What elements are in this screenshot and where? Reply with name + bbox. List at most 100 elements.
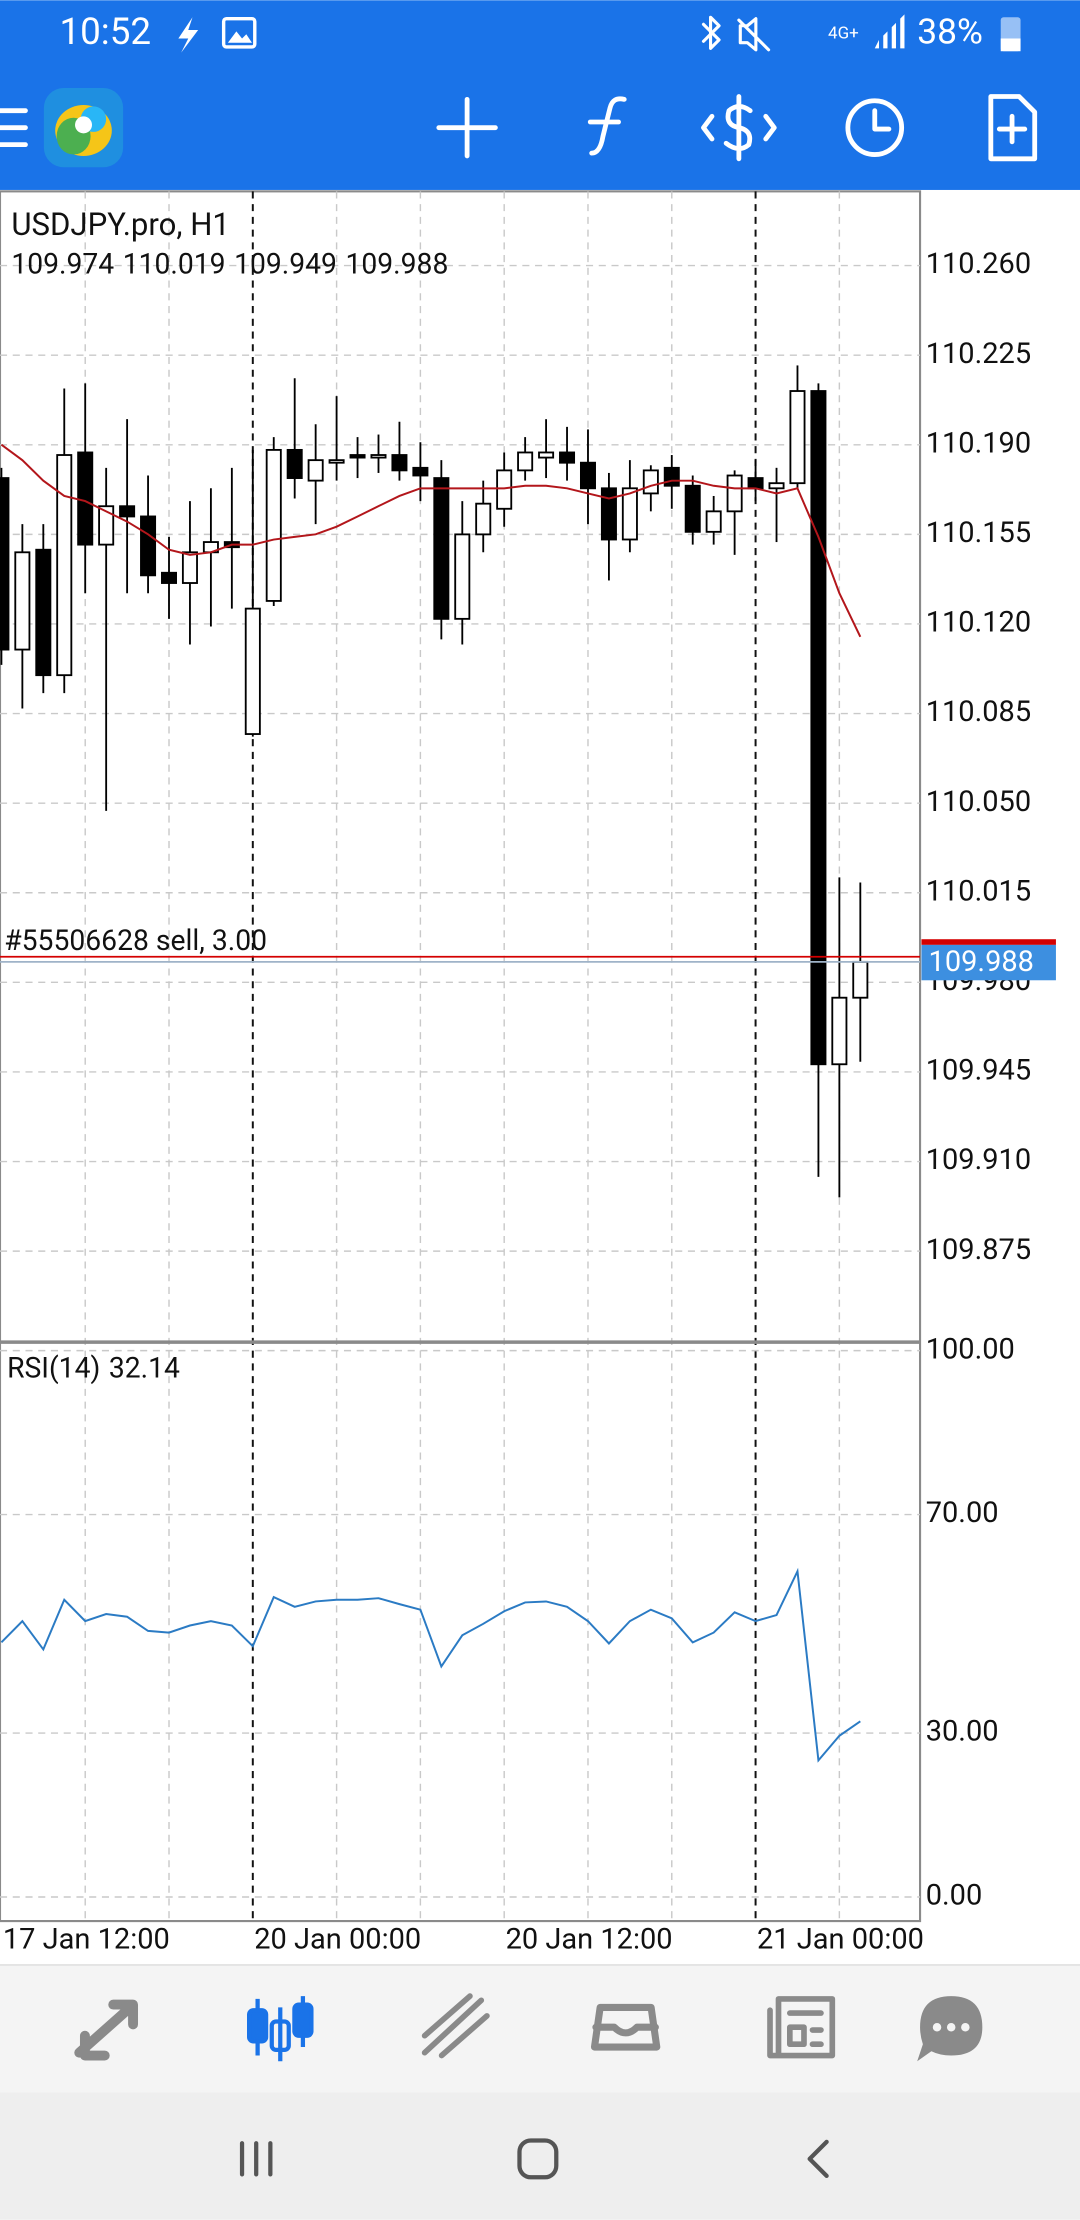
x-tick-label: 21 Jan 00:00	[757, 1923, 924, 1957]
ohlc-low: 109.949	[234, 248, 337, 281]
status-network: 4G+	[828, 24, 859, 44]
ohlc-open: 109.974	[11, 248, 114, 281]
candle-body	[140, 515, 157, 577]
candle-body	[433, 477, 450, 620]
candle-body	[181, 551, 198, 584]
trade-tab[interactable]	[421, 1993, 490, 2059]
y-tick-label: 0.00	[926, 1879, 983, 1913]
status-icon	[737, 17, 771, 52]
ohlc-high: 110.019	[123, 248, 226, 281]
home-button[interactable]	[517, 2138, 559, 2180]
candle-body	[307, 459, 324, 482]
chat-dot	[961, 2022, 970, 2032]
trade-button[interactable]	[701, 94, 777, 162]
y-tick-label: 100.00	[926, 1332, 1015, 1366]
status-icon	[221, 16, 257, 49]
price-tag-label: 109.988	[929, 945, 1034, 979]
battery-level	[1000, 38, 1021, 52]
y-tick-label: 110.155	[926, 516, 1031, 550]
candle-body	[77, 451, 94, 546]
candle-body	[810, 390, 827, 1066]
y-tick-label: 110.225	[926, 337, 1031, 371]
app-bar	[0, 0, 1080, 190]
candle-body	[663, 466, 680, 487]
chat-dot	[932, 2022, 942, 2032]
candle-body	[370, 454, 387, 459]
news-tab[interactable]	[767, 1996, 836, 2059]
candle-body	[496, 469, 513, 510]
candle-body	[119, 505, 136, 518]
bottom-nav	[0, 1964, 1080, 2093]
candle-body	[684, 484, 701, 533]
new-order-button[interactable]	[988, 94, 1038, 162]
menu-button[interactable]	[0, 108, 28, 148]
candle-body	[98, 505, 115, 546]
rsi-value: 32.14	[109, 1352, 180, 1385]
candle-body	[852, 960, 869, 999]
candle-body	[600, 487, 617, 541]
candle-body	[265, 448, 282, 602]
candle-body	[621, 487, 638, 541]
candle-body	[412, 466, 429, 477]
candle-body	[0, 477, 10, 651]
y-tick-label: 70.00	[926, 1496, 999, 1530]
candle-body	[705, 510, 722, 533]
moving-average	[0, 443, 862, 638]
quotes-tab[interactable]	[74, 1999, 139, 2061]
price-tag	[921, 944, 1056, 981]
rsi-name: RSI(14)	[7, 1352, 100, 1385]
x-tick-label: 17 Jan 12:00	[3, 1923, 170, 1957]
app-logo[interactable]	[43, 88, 124, 168]
candle-body	[14, 551, 31, 651]
candle-body	[35, 548, 52, 677]
rsi-label: RSI(14) 32.14	[7, 1352, 180, 1385]
timeframe-hand	[872, 108, 892, 132]
chart-title: USDJPY.pro, H1	[11, 206, 230, 243]
y-tick-label: 109.875	[926, 1233, 1031, 1267]
candle-body	[161, 571, 178, 584]
candle-body	[349, 454, 366, 459]
system-nav	[0, 2092, 1080, 2220]
y-tick-label: 110.260	[926, 247, 1031, 281]
timeframe-button[interactable]	[845, 98, 905, 157]
candle-body	[56, 454, 73, 677]
candle-body	[391, 454, 408, 472]
status-icon	[227, 31, 252, 43]
status-battery: 38%	[917, 11, 983, 53]
candle-body	[538, 451, 555, 459]
candle-body	[517, 451, 534, 472]
status-signal	[874, 14, 905, 49]
candle-body	[747, 477, 764, 490]
indicators-button[interactable]	[587, 96, 627, 156]
candle-body	[454, 533, 471, 620]
x-tick-label: 20 Jan 12:00	[506, 1923, 673, 1957]
y-tick-label: 110.050	[926, 785, 1031, 819]
candle-body	[559, 451, 576, 464]
status-icon	[178, 17, 199, 53]
y-tick-label: 30.00	[926, 1715, 999, 1749]
price-tag-top	[921, 939, 1056, 945]
back-button[interactable]	[807, 2139, 829, 2178]
candle-body	[328, 459, 345, 464]
y-tick-label: 110.120	[926, 606, 1031, 640]
history-tab[interactable]	[590, 2003, 661, 2051]
ohlc-readout: 109.974 110.019 109.949 109.988	[11, 248, 448, 281]
candle-body	[286, 448, 303, 479]
candle-body	[831, 996, 848, 1066]
candle-body	[768, 482, 785, 490]
ohlc-close: 109.988	[345, 248, 448, 281]
y-tick-label: 109.945	[926, 1054, 1031, 1088]
candle-body	[475, 502, 492, 536]
y-tick-label: 109.910	[926, 1143, 1031, 1177]
candle-body	[244, 607, 261, 735]
x-tick-label: 20 Jan 00:00	[254, 1923, 421, 1957]
y-tick-label: 110.085	[926, 695, 1031, 729]
candle-body	[579, 461, 596, 490]
order-label: #55506628 sell, 3.00	[4, 924, 267, 957]
chart-tab[interactable]	[246, 1996, 314, 2062]
candle-body	[726, 474, 743, 513]
recents-button[interactable]	[239, 2141, 273, 2177]
crosshair-button[interactable]	[436, 96, 498, 159]
chat-dot	[946, 2022, 956, 2032]
status-time: 10:52	[59, 10, 151, 53]
